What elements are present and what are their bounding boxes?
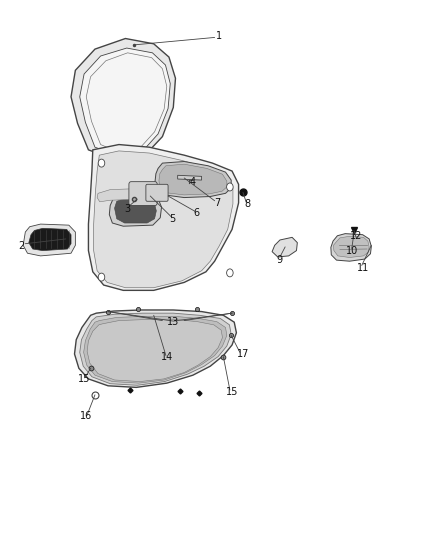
Text: 7: 7: [214, 198, 220, 208]
Ellipse shape: [98, 159, 105, 167]
Text: 1: 1: [216, 31, 222, 41]
Ellipse shape: [226, 269, 233, 277]
Text: 2: 2: [18, 241, 24, 252]
Text: 11: 11: [357, 263, 369, 272]
Polygon shape: [29, 228, 71, 251]
Polygon shape: [159, 164, 227, 195]
FancyBboxPatch shape: [129, 182, 157, 206]
Text: 4: 4: [190, 176, 196, 187]
Polygon shape: [155, 161, 231, 198]
Polygon shape: [115, 199, 156, 223]
Polygon shape: [87, 319, 223, 382]
Polygon shape: [110, 193, 162, 226]
Ellipse shape: [98, 273, 105, 281]
FancyBboxPatch shape: [146, 184, 168, 201]
Polygon shape: [71, 38, 176, 160]
Text: 6: 6: [193, 208, 199, 219]
Text: 8: 8: [244, 199, 251, 209]
Text: 9: 9: [277, 255, 283, 264]
Text: 17: 17: [237, 349, 249, 359]
Polygon shape: [74, 310, 237, 387]
Text: 5: 5: [169, 214, 175, 224]
Text: 16: 16: [80, 411, 92, 421]
Text: 15: 15: [226, 387, 238, 397]
Polygon shape: [88, 144, 239, 290]
Text: 10: 10: [346, 246, 358, 256]
Text: 12: 12: [350, 231, 362, 241]
Polygon shape: [80, 48, 170, 155]
Polygon shape: [94, 151, 233, 288]
Polygon shape: [23, 224, 75, 256]
Polygon shape: [178, 175, 201, 180]
Polygon shape: [331, 233, 371, 261]
Ellipse shape: [226, 183, 233, 191]
Polygon shape: [272, 237, 297, 257]
Polygon shape: [333, 236, 369, 257]
Text: 13: 13: [167, 317, 180, 327]
Polygon shape: [97, 188, 155, 202]
Text: 15: 15: [78, 374, 90, 384]
Text: 14: 14: [161, 352, 173, 361]
Polygon shape: [84, 317, 227, 383]
Text: 3: 3: [124, 204, 131, 214]
Polygon shape: [80, 313, 231, 385]
